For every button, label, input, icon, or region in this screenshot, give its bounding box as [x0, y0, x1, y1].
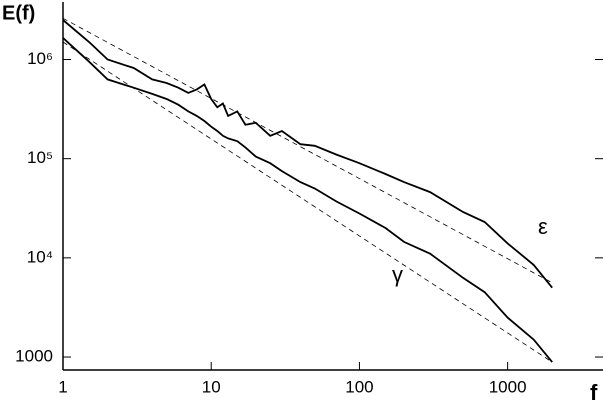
fit-line [62, 41, 553, 363]
annotation: γ [392, 262, 403, 287]
x-tick-label: 10 [202, 377, 221, 396]
data-line [62, 37, 553, 363]
y-tick-label: 1000 [15, 347, 53, 366]
x-tick-label: 100 [345, 377, 373, 396]
y-tick-label: 10⁶ [27, 49, 53, 68]
y-tick-label: 10⁵ [27, 148, 53, 167]
data-line [62, 19, 553, 289]
fit-line [62, 17, 553, 284]
annotation: ε [538, 214, 548, 239]
x-tick-label: 1 [58, 377, 67, 396]
y-tick-label: 10⁴ [27, 247, 53, 266]
x-tick-label: 1000 [489, 377, 527, 396]
y-axis-label: E(f) [2, 2, 35, 24]
x-axis-label: f [590, 380, 598, 405]
